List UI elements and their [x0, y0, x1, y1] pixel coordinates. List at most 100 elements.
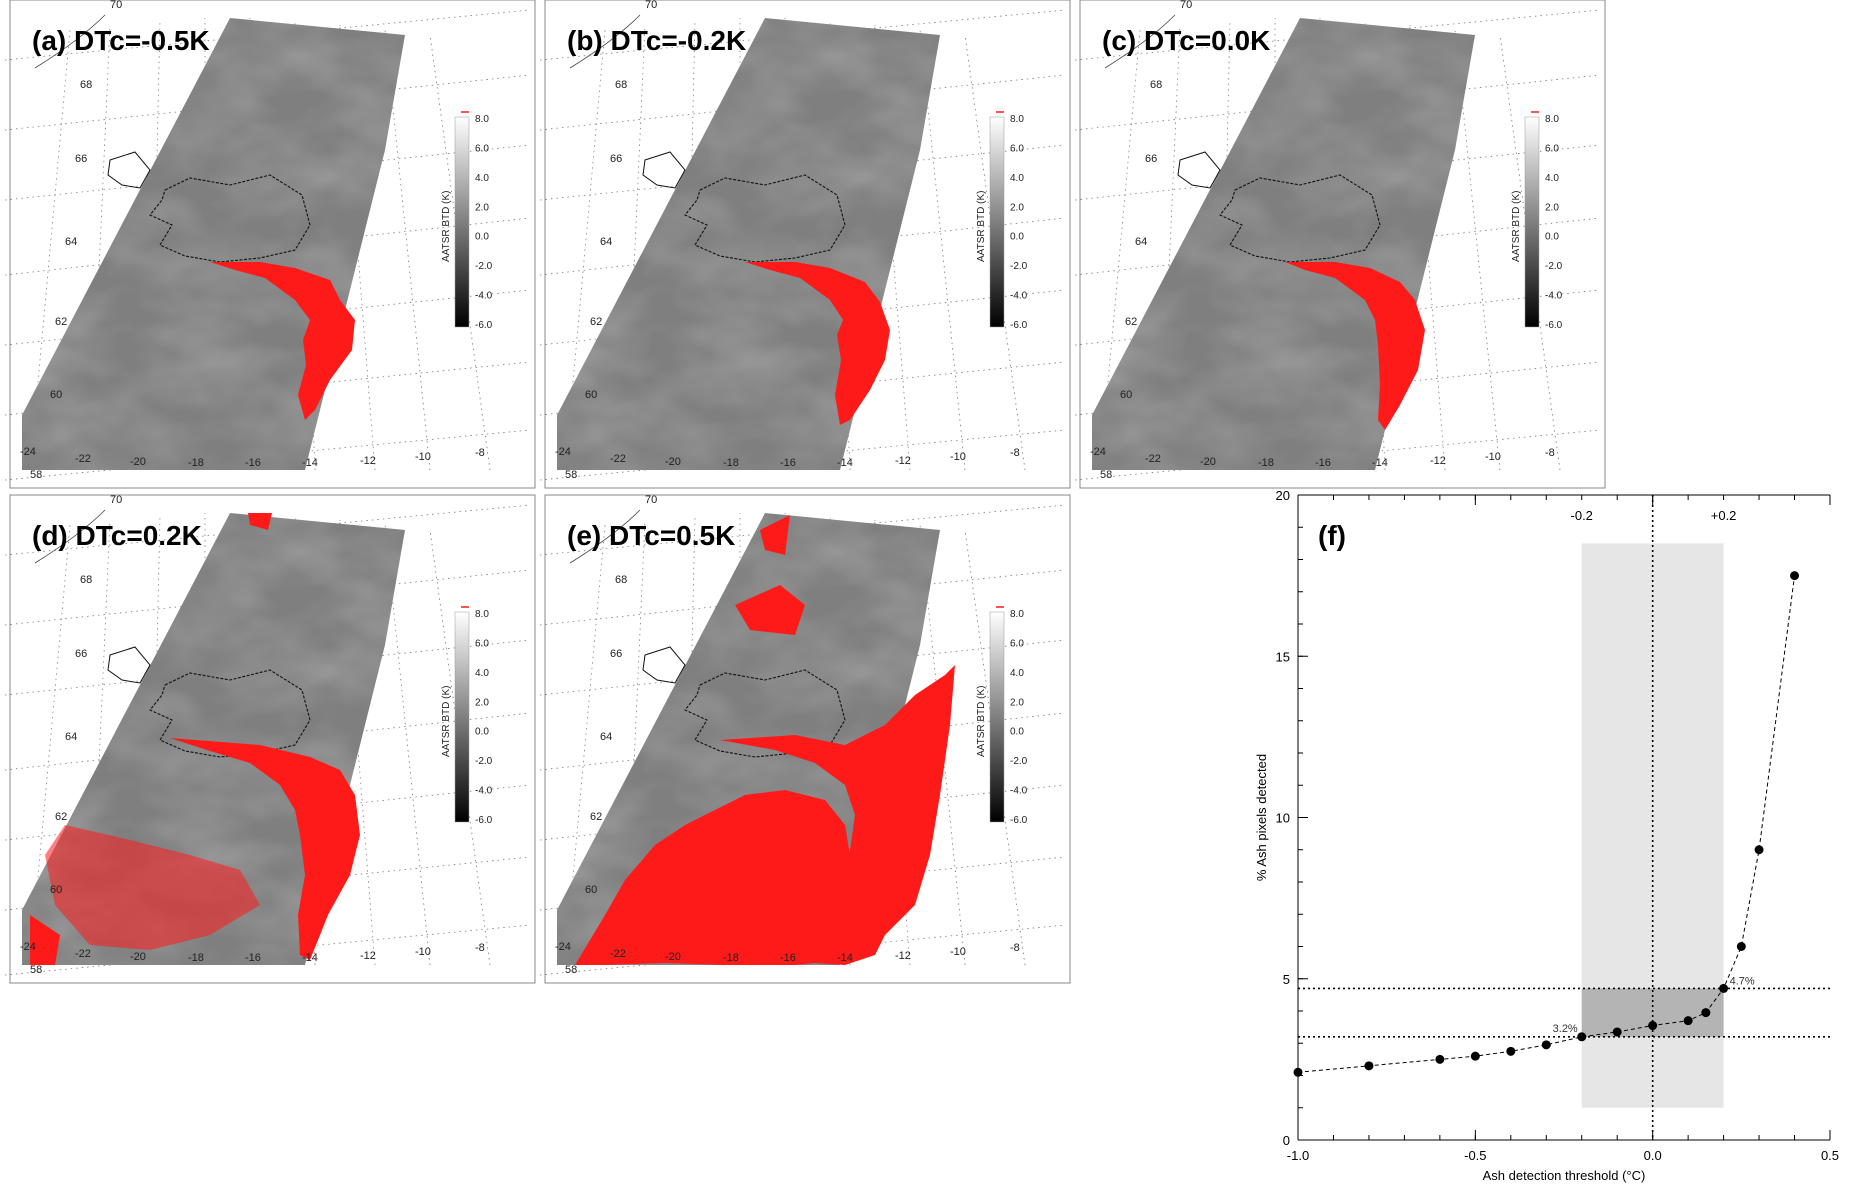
- threshold-chart: -1.0 -0.5 0.0 0.5 0 5 10 15 20 -0.2 +0.2 3.2% 4.7% (f…: [1254, 488, 1839, 1183]
- y-tick-label: 0: [1283, 1133, 1290, 1148]
- data-point: [1612, 1027, 1622, 1037]
- latitude-label: 58: [30, 469, 42, 481]
- latitude-label: 68: [1150, 79, 1162, 91]
- colorbar-tick-label: 8.0: [1010, 609, 1024, 620]
- ash-plume: [1285, 262, 1425, 430]
- latitude-label: 70: [110, 0, 122, 11]
- data-point: [1648, 1021, 1658, 1031]
- data-point: [1754, 845, 1764, 855]
- map-panel-c: 70 68 66 64 62 60 58 -24 -22 -20 -18 -16 -14 -12 -10 -8…: [1074, 0, 1606, 489]
- longitude-label: -20: [130, 951, 146, 963]
- latitude-label: 64: [1135, 236, 1147, 248]
- colorbar-tick-label: -6.0: [475, 320, 493, 331]
- y-tick-label: 20: [1276, 488, 1290, 503]
- data-point: [1435, 1054, 1445, 1064]
- westfjords-coastline: [1177, 151, 1221, 189]
- chart-title: (f): [1318, 520, 1346, 551]
- colorbar-tick-label: 2.0: [475, 202, 489, 213]
- westfjords-coastline: [642, 646, 686, 684]
- colorbar-tick-label: 0.0: [1010, 232, 1024, 243]
- latitude-label: 60: [1120, 389, 1132, 401]
- latitude-label: 58: [30, 964, 42, 976]
- data-point: [1790, 571, 1800, 581]
- colorbar-label: AATSR BTD (K): [1511, 191, 1522, 262]
- colorbar-tick-label: -6.0: [1010, 320, 1028, 331]
- colorbar-tick-label: 4.0: [1010, 173, 1024, 184]
- latitude-label: 62: [590, 316, 602, 328]
- longitude-label: -14: [837, 457, 853, 469]
- map-panel-b: 70 68 66 64 62 60 58 -24 -22 -20 -18 -16 -14 -12 -10 -8…: [539, 0, 1071, 489]
- y-tick-label: 15: [1276, 649, 1290, 664]
- x-tick-label: -0.5: [1464, 1148, 1486, 1163]
- colorbar-tick-label: 8.0: [475, 609, 489, 620]
- colorbar-tick-label: 4.0: [475, 668, 489, 679]
- colorbar-tick-label: -4.0: [475, 786, 493, 797]
- longitude-label: -10: [415, 451, 431, 463]
- longitude-label: -10: [415, 946, 431, 958]
- latitude-label: 62: [1125, 316, 1137, 328]
- longitude-label: -18: [1258, 457, 1274, 469]
- longitude-label: -24: [20, 446, 36, 458]
- latitude-label: 66: [610, 153, 622, 165]
- colorbar-tick-label: 2.0: [1010, 697, 1024, 708]
- colorbar-tick-label: 4.0: [1545, 173, 1559, 184]
- longitude-label: -18: [188, 457, 204, 469]
- ash-false-detection-corner: [30, 915, 60, 965]
- ash-false-detection-top: [248, 513, 272, 530]
- panel-title: (d) DTc=0.2K: [32, 520, 202, 551]
- latitude-label: 60: [585, 389, 597, 401]
- longitude-label: -20: [1200, 456, 1216, 468]
- colorbar-tick-label: 0.0: [1545, 232, 1559, 243]
- latitude-label: 66: [610, 648, 622, 660]
- longitude-label: -14: [837, 952, 853, 964]
- x-axis-label: Ash detection threshold (°C): [1483, 1168, 1646, 1183]
- longitude-label: -24: [555, 941, 571, 953]
- colorbar-tick-label: 0.0: [475, 232, 489, 243]
- longitude-label: -8: [475, 447, 485, 459]
- data-point: [1470, 1051, 1480, 1061]
- longitude-label: -22: [610, 948, 626, 960]
- ash-plume: [210, 262, 355, 420]
- data-point: [1701, 1008, 1711, 1018]
- y-tick-label: 10: [1276, 811, 1290, 826]
- colorbar: [989, 611, 1005, 823]
- longitude-label: -8: [1010, 447, 1020, 459]
- longitude-label: -8: [1545, 447, 1555, 459]
- data-point: [1293, 1067, 1303, 1077]
- annotation-high: 4.7%: [1730, 975, 1755, 987]
- band-label-left: -0.2: [1571, 508, 1593, 523]
- latitude-label: 64: [600, 731, 612, 743]
- latitude-label: 62: [55, 811, 67, 823]
- latitude-label: 58: [1100, 469, 1112, 481]
- colorbar-tick-label: -2.0: [475, 756, 493, 767]
- latitude-label: 64: [65, 236, 77, 248]
- greenland-coastline: [34, 14, 106, 69]
- colorbar-tick-label: 6.0: [1010, 638, 1024, 649]
- x-tick-label: -1.0: [1287, 1148, 1309, 1163]
- longitude-label: -22: [75, 948, 91, 960]
- iceland-coastline: [149, 174, 311, 263]
- annotation-low: 3.2%: [1553, 1023, 1578, 1035]
- latitude-label: 70: [110, 494, 122, 506]
- colorbar-tick-label: -2.0: [1545, 261, 1563, 272]
- colorbar-tick-label: -2.0: [1010, 261, 1028, 272]
- colorbar: [454, 611, 470, 823]
- panel-title: (a) DTc=-0.5K: [32, 25, 210, 56]
- colorbar-tick-label: 6.0: [1545, 143, 1559, 154]
- data-point: [1577, 1032, 1587, 1042]
- longitude-label: -18: [723, 952, 739, 964]
- latitude-label: 68: [615, 574, 627, 586]
- ash-false-detection-region: [45, 825, 260, 950]
- latitude-label: 70: [645, 0, 657, 11]
- westfjords-coastline: [107, 646, 151, 684]
- panel-title: (c) DTc=0.0K: [1102, 25, 1270, 56]
- latitude-label: 62: [590, 811, 602, 823]
- longitude-label: -12: [1430, 455, 1446, 467]
- longitude-label: -12: [895, 950, 911, 962]
- longitude-label: -12: [360, 455, 376, 467]
- colorbar-tick-label: -6.0: [475, 815, 493, 826]
- iceland-coastline: [684, 174, 846, 263]
- westfjords-coastline: [642, 151, 686, 189]
- colorbar-tick-label: 2.0: [1010, 202, 1024, 213]
- longitude-label: -14: [1372, 457, 1388, 469]
